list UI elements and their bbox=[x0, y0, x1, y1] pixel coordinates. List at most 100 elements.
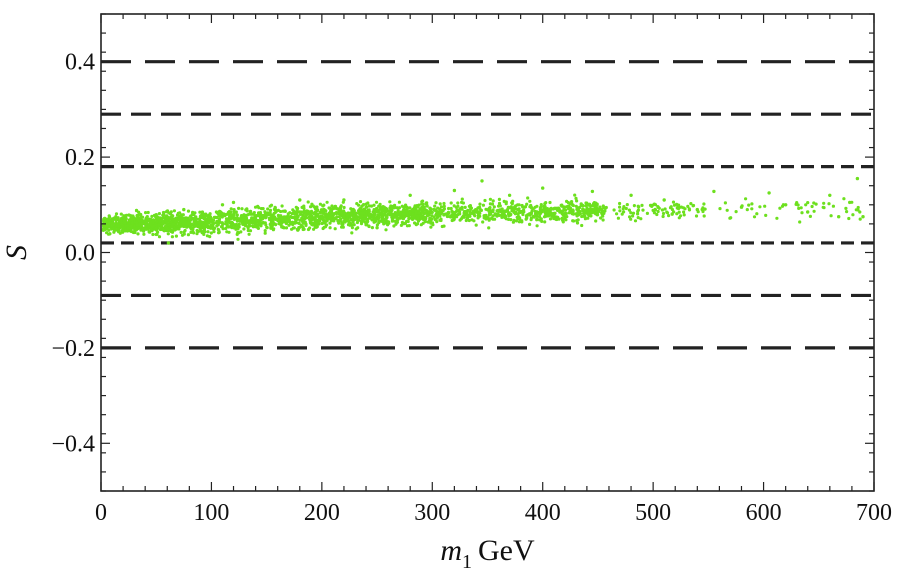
data-point bbox=[281, 225, 285, 229]
data-point bbox=[516, 217, 520, 221]
data-point bbox=[796, 203, 800, 207]
data-point bbox=[694, 214, 699, 218]
data-point bbox=[433, 204, 437, 208]
data-point bbox=[116, 222, 120, 226]
data-point bbox=[525, 202, 529, 206]
data-point bbox=[517, 203, 521, 207]
data-point bbox=[206, 230, 210, 234]
data-point bbox=[351, 208, 355, 212]
data-point bbox=[334, 204, 338, 209]
data-point bbox=[224, 222, 228, 226]
data-point bbox=[639, 217, 643, 221]
data-point bbox=[775, 216, 779, 220]
data-point bbox=[107, 228, 111, 232]
data-point bbox=[615, 212, 619, 216]
data-point bbox=[375, 226, 379, 230]
data-point bbox=[412, 214, 416, 218]
data-point bbox=[200, 231, 204, 235]
data-point bbox=[280, 221, 284, 225]
data-point bbox=[474, 208, 478, 212]
data-point bbox=[367, 224, 371, 229]
data-point bbox=[353, 217, 357, 222]
data-point bbox=[258, 211, 263, 215]
data-point bbox=[336, 207, 340, 211]
data-point bbox=[373, 209, 378, 213]
data-point bbox=[601, 218, 605, 222]
data-point bbox=[154, 226, 158, 230]
data-point bbox=[169, 210, 173, 214]
data-point bbox=[236, 226, 240, 230]
data-point bbox=[261, 207, 265, 211]
plot-frame bbox=[100, 13, 875, 492]
data-point bbox=[213, 215, 218, 219]
data-point bbox=[652, 211, 657, 215]
data-point bbox=[306, 227, 311, 232]
data-point bbox=[428, 216, 432, 220]
data-point bbox=[535, 204, 539, 208]
data-point bbox=[356, 211, 361, 215]
data-point bbox=[132, 216, 136, 220]
data-point bbox=[117, 230, 121, 234]
x-tick-label: 0 bbox=[95, 500, 107, 526]
data-point bbox=[352, 214, 356, 218]
reference-lines bbox=[101, 60, 874, 350]
x-tick-label: 400 bbox=[525, 500, 561, 526]
data-point bbox=[395, 216, 399, 220]
data-point bbox=[405, 206, 409, 210]
data-point bbox=[723, 201, 728, 205]
data-point bbox=[665, 210, 669, 214]
scatter-points bbox=[101, 176, 865, 245]
data-point bbox=[251, 225, 255, 229]
data-point bbox=[538, 206, 543, 210]
data-point bbox=[507, 193, 512, 197]
data-point bbox=[328, 221, 332, 225]
data-point bbox=[309, 205, 313, 209]
data-point bbox=[257, 214, 261, 218]
data-point bbox=[415, 204, 419, 208]
data-point bbox=[660, 208, 665, 212]
data-point bbox=[189, 230, 193, 234]
data-point bbox=[369, 204, 374, 208]
data-point bbox=[479, 208, 483, 212]
data-point bbox=[856, 205, 860, 210]
data-point bbox=[289, 221, 293, 226]
data-point bbox=[393, 205, 397, 209]
data-point bbox=[858, 217, 862, 221]
data-point bbox=[463, 205, 467, 209]
data-point bbox=[560, 216, 564, 220]
data-point bbox=[478, 202, 482, 206]
data-point bbox=[518, 210, 522, 214]
data-point bbox=[501, 212, 505, 216]
data-point bbox=[420, 202, 424, 206]
data-point bbox=[384, 228, 388, 232]
data-point bbox=[718, 207, 722, 211]
data-point bbox=[521, 212, 525, 217]
data-point bbox=[312, 212, 316, 216]
data-point bbox=[810, 204, 814, 209]
data-point bbox=[429, 225, 433, 229]
data-point bbox=[393, 219, 397, 223]
data-point bbox=[412, 206, 416, 210]
data-point bbox=[227, 230, 231, 234]
data-point bbox=[187, 223, 192, 228]
data-point bbox=[207, 221, 211, 225]
data-point bbox=[266, 207, 270, 211]
data-point bbox=[700, 207, 704, 212]
data-point bbox=[302, 211, 306, 215]
data-point bbox=[246, 228, 250, 233]
data-point bbox=[675, 212, 679, 216]
data-point bbox=[669, 205, 673, 209]
data-point bbox=[544, 214, 548, 218]
data-point bbox=[655, 212, 659, 217]
data-point bbox=[584, 204, 588, 208]
data-point bbox=[198, 226, 203, 231]
data-point bbox=[325, 200, 329, 204]
data-point bbox=[725, 208, 729, 212]
data-point bbox=[588, 207, 593, 211]
data-point bbox=[313, 221, 317, 225]
data-point bbox=[576, 210, 580, 214]
data-point bbox=[421, 221, 425, 225]
data-point bbox=[114, 212, 119, 216]
data-point bbox=[512, 218, 516, 222]
data-point bbox=[350, 223, 354, 227]
